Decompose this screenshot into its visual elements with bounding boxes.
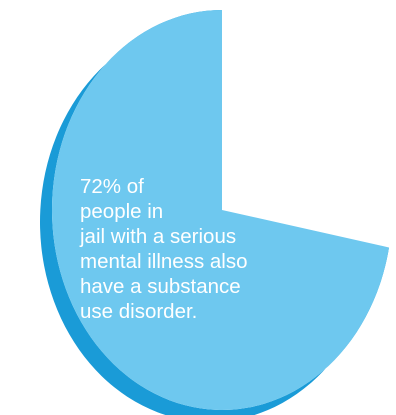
annotation-line: have a substance	[80, 275, 241, 298]
pie-annotation: 72% of people in jail with a serious men…	[80, 174, 300, 324]
pie-slice-72	[51, 10, 389, 410]
annotation-line: use disorder.	[80, 300, 198, 323]
annotation-line: jail with a serious	[80, 225, 237, 248]
annotation-line: 72% of	[80, 175, 144, 198]
annotation-line: people in	[80, 200, 164, 223]
annotation-line: mental illness also	[80, 250, 248, 273]
